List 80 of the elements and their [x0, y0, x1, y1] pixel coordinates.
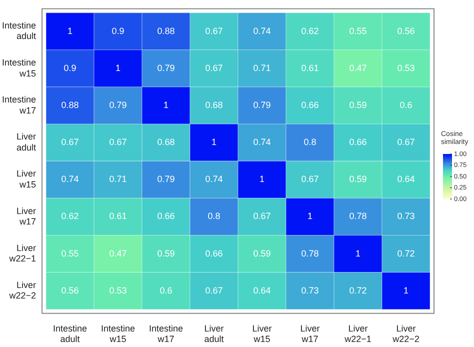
data-label: 0.71	[253, 62, 271, 73]
data-label: 0.79	[157, 62, 175, 73]
data-label: 0.73	[301, 285, 319, 296]
x-tick-label: Liver w17	[300, 323, 320, 344]
data-label: 0.55	[61, 248, 79, 258]
x-tick-label: Intestine w15	[101, 323, 136, 344]
data-label: 0.78	[349, 211, 367, 222]
data-label: 1	[164, 100, 169, 110]
data-label: 0.56	[397, 26, 415, 36]
data-label: 0.62	[61, 211, 79, 222]
data-label: 0.59	[253, 248, 271, 258]
data-label: 0.74	[61, 174, 79, 184]
data-label: 1	[68, 26, 73, 36]
data-label: 0.67	[205, 26, 223, 36]
x-tick-label: Liver w15	[252, 323, 272, 344]
data-label: 0.59	[349, 174, 367, 184]
y-tick-label: Liver w17	[16, 206, 36, 227]
x-tick-label: Intestine adult	[53, 323, 88, 344]
y-tick-label: Liver w22−1	[8, 242, 36, 264]
data-label: 0.66	[301, 100, 319, 110]
data-label: 0.71	[109, 174, 127, 184]
data-label: 1	[355, 248, 361, 258]
data-label: 0.79	[157, 174, 175, 184]
data-label: 1	[212, 137, 217, 148]
data-label: 0.66	[205, 248, 223, 258]
data-label: 0.59	[157, 248, 175, 258]
data-label: 0.9	[64, 62, 76, 73]
data-label: 1	[308, 211, 313, 222]
data-label: 0.47	[109, 248, 127, 258]
data-label: 0.59	[349, 100, 367, 110]
data-label: 0.56	[61, 285, 79, 296]
data-label: 0.67	[301, 174, 319, 184]
data-label: 0.66	[349, 137, 367, 148]
data-label: 0.78	[301, 248, 319, 258]
data-label: 0.72	[349, 285, 367, 296]
data-label: 0.88	[61, 100, 79, 110]
data-label: 0.74	[253, 137, 271, 148]
data-label: 0.8	[208, 211, 220, 222]
y-tick-label: Liver w15	[16, 168, 36, 190]
data-label: 0.79	[109, 100, 127, 110]
data-label: 0.73	[397, 211, 415, 222]
y-tick-label: Intestine w17	[2, 94, 36, 116]
x-tick-label: Liver w22−2	[392, 323, 420, 344]
data-label: 0.9	[112, 26, 124, 36]
data-label: 0.74	[253, 26, 271, 36]
data-label: 0.88	[157, 26, 175, 36]
data-label: 0.67	[205, 285, 223, 296]
data-label: 0.53	[397, 62, 415, 73]
data-label: 0.67	[205, 62, 223, 73]
data-label: 1	[403, 285, 409, 296]
y-tick-label: Liver adult	[16, 132, 37, 152]
y-tick-label: Intestine adult	[2, 20, 37, 42]
y-tick-label: Intestine w15	[2, 57, 36, 78]
data-label: 0.8	[304, 137, 316, 148]
data-label: 0.62	[301, 26, 319, 36]
data-label: 0.53	[109, 285, 127, 296]
data-label: 0.67	[397, 137, 415, 148]
data-label: 0.68	[205, 100, 223, 110]
data-label: 0.6	[400, 100, 412, 110]
data-label: 1	[260, 174, 265, 184]
x-tick-label: Intestine w17	[149, 323, 184, 344]
data-label: 0.55	[349, 26, 367, 36]
y-tick-label: Liver w22−2	[8, 280, 36, 301]
data-label: 0.64	[397, 174, 415, 184]
data-label: 0.74	[205, 174, 223, 184]
data-label: 0.68	[157, 137, 175, 148]
x-tick-label: Liver adult	[204, 323, 224, 344]
data-label: 0.61	[109, 211, 127, 222]
data-label: 0.66	[157, 211, 175, 222]
data-label: 0.61	[301, 62, 319, 73]
x-tick-label: Liver w22−1	[344, 323, 372, 344]
data-label: 0.6	[160, 285, 172, 296]
data-label: 0.72	[397, 248, 415, 258]
data-label: 0.67	[253, 211, 271, 222]
data-label: 0.79	[253, 100, 271, 110]
data-label: 1	[116, 62, 121, 73]
data-label: 0.67	[61, 137, 79, 148]
data-label: 0.67	[109, 137, 127, 148]
data-label: 0.64	[253, 285, 271, 296]
data-label: 0.47	[349, 62, 367, 73]
